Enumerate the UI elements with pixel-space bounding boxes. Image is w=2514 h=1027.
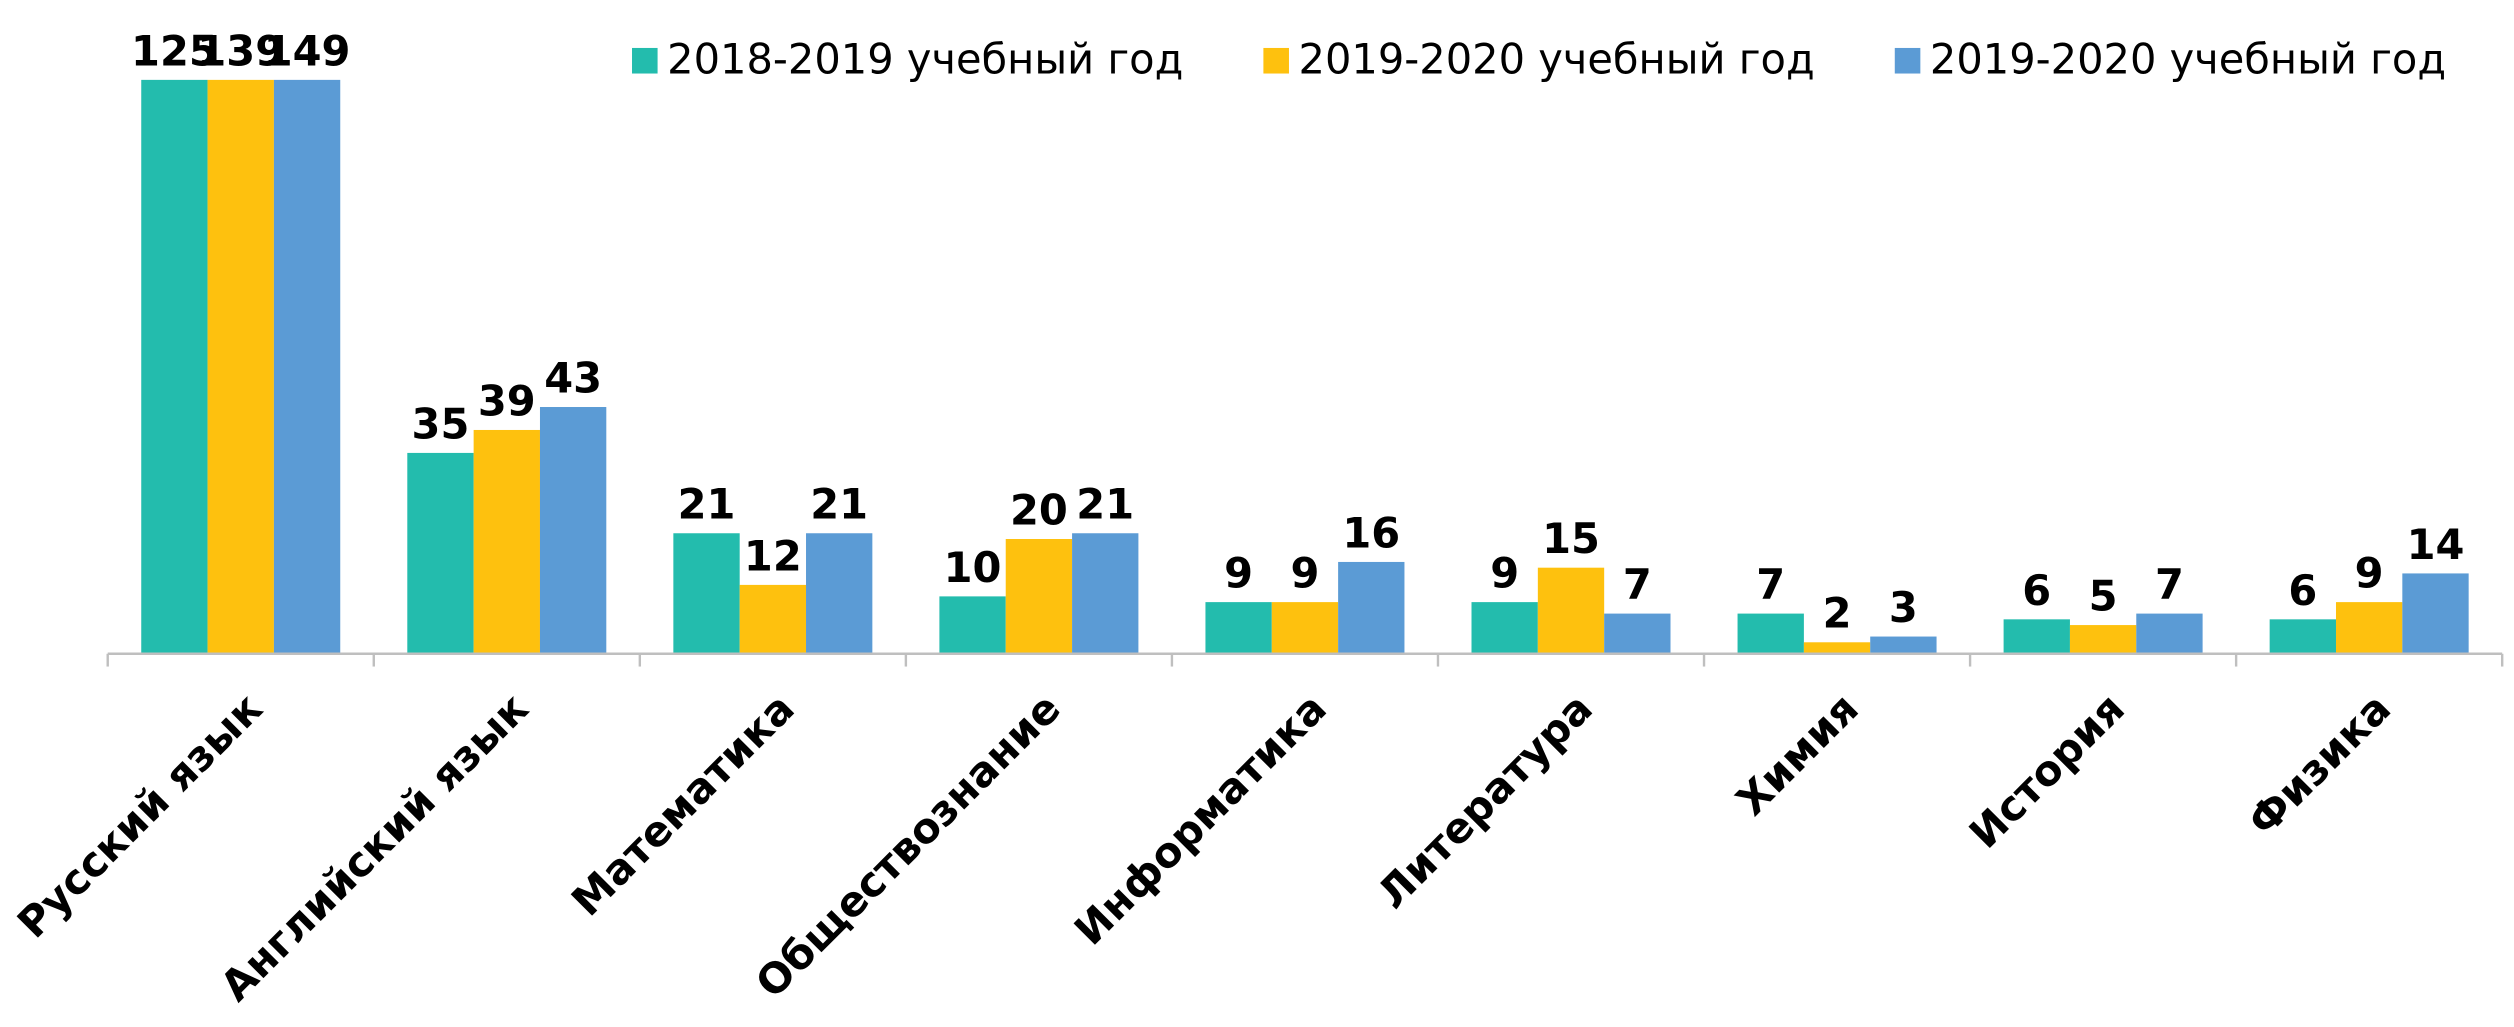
bar <box>1271 602 1339 654</box>
legend-label: 2019-2020 учебный год <box>1930 34 2446 83</box>
value-label: 15 <box>1542 514 1600 563</box>
bar <box>141 79 208 654</box>
value-label: 35 <box>412 399 470 448</box>
value-label: 139 <box>197 26 284 75</box>
x-tick-label: Математика <box>562 684 804 926</box>
value-label: 16 <box>1342 508 1400 557</box>
legend-label: 2018-2019 учебный год <box>667 34 1183 83</box>
value-label: 3 <box>1889 583 1918 632</box>
value-label: 10 <box>944 543 1002 592</box>
value-label: 14 <box>2407 520 2465 569</box>
bar <box>806 533 873 654</box>
bar <box>2402 573 2469 654</box>
bar <box>1072 533 1139 654</box>
bar <box>273 79 341 654</box>
x-tick-label: Английский язык <box>211 684 538 1011</box>
bar <box>539 407 607 654</box>
bar <box>2335 602 2403 654</box>
bar <box>1471 602 1538 654</box>
bar <box>1537 567 1605 654</box>
bar <box>1338 561 1405 654</box>
legend-swatch <box>1894 47 1921 74</box>
value-label: 21 <box>810 480 868 529</box>
value-label: 12 <box>744 531 802 580</box>
value-label: 7 <box>2155 560 2184 609</box>
bar <box>473 429 540 654</box>
value-label: 21 <box>678 480 736 529</box>
legend-label: 2019-2020 учебный год <box>1299 34 1815 83</box>
x-tick-label: Химия <box>1727 684 1868 825</box>
x-tick-label: Литература <box>1367 684 1601 918</box>
bar <box>2269 619 2336 654</box>
x-tick-label: Физика <box>2238 684 2400 846</box>
bar <box>1870 636 1937 654</box>
value-label: 9 <box>1224 549 1253 598</box>
value-label: 7 <box>1623 560 1652 609</box>
value-label: 9 <box>2355 549 2384 598</box>
value-label: 21 <box>1076 480 1134 529</box>
x-tick-label: Русский язык <box>8 684 272 948</box>
value-label: 39 <box>478 376 536 425</box>
x-tick-label: Обществознание <box>746 684 1070 1008</box>
value-label: 9 <box>1490 549 1519 598</box>
bar <box>1737 613 1804 654</box>
value-label: 20 <box>1010 485 1068 534</box>
value-label: 43 <box>544 353 602 402</box>
bar <box>2003 619 2070 654</box>
value-label: 6 <box>2022 566 2051 615</box>
plot-area <box>141 79 2469 654</box>
value-label: 7 <box>1756 560 1785 609</box>
bar <box>2069 625 2137 654</box>
value-label: 125 <box>131 26 218 75</box>
bar <box>1205 602 1272 654</box>
bar <box>1803 642 1871 654</box>
x-tick-label: Информатика <box>1065 684 1336 955</box>
x-tick-label: История <box>1960 684 2134 858</box>
value-label: 5 <box>2089 571 2118 620</box>
value-label: 6 <box>2288 566 2317 615</box>
bar <box>2136 613 2203 654</box>
bar <box>1005 538 1073 654</box>
value-label: 2 <box>1823 589 1852 638</box>
value-label: 149 <box>264 26 351 75</box>
bar <box>673 533 740 654</box>
value-label: 9 <box>1290 549 1319 598</box>
legend-swatch <box>1263 47 1289 74</box>
legend-swatch <box>632 47 658 74</box>
bar <box>1604 613 1671 654</box>
bar <box>207 79 274 654</box>
bar <box>939 596 1006 654</box>
bar <box>739 584 807 654</box>
bar <box>407 452 474 654</box>
